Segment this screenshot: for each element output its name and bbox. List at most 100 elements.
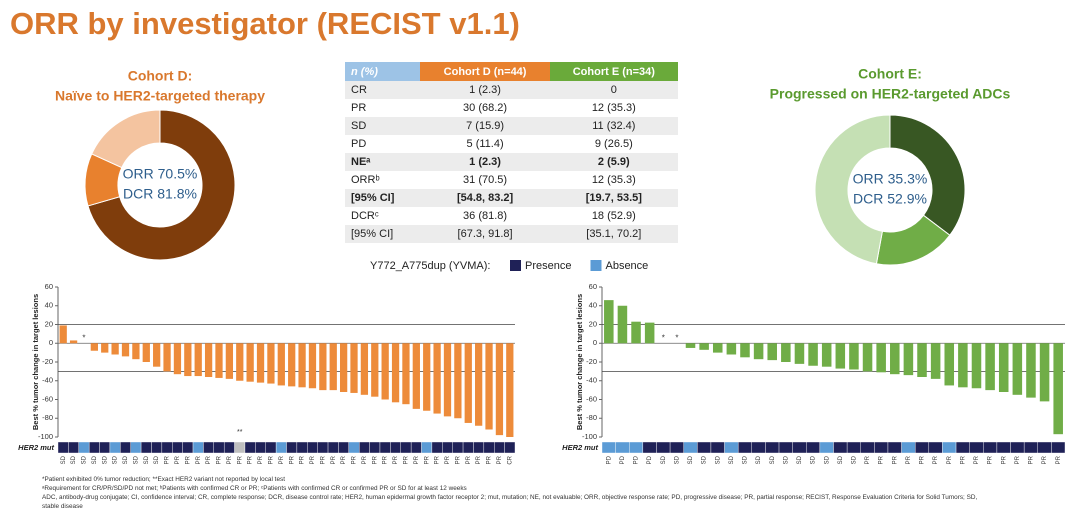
her2-cell bbox=[1023, 441, 1038, 454]
y-tick-label: -80 bbox=[42, 413, 53, 422]
bar bbox=[402, 343, 410, 405]
column-header: n (%) bbox=[345, 62, 421, 81]
bar bbox=[101, 343, 109, 353]
bar bbox=[329, 343, 337, 391]
bar bbox=[184, 343, 192, 377]
her2-cell bbox=[504, 441, 516, 454]
her2-cell bbox=[431, 441, 443, 454]
x-tick-label: SD bbox=[61, 455, 67, 464]
y-tick-label: -20 bbox=[42, 357, 53, 366]
her2-cell bbox=[846, 441, 861, 454]
row-label: HER2 mut bbox=[562, 443, 598, 452]
her2-cell bbox=[887, 441, 902, 454]
bar bbox=[246, 343, 254, 382]
bar bbox=[132, 343, 140, 360]
her2-cell bbox=[192, 441, 204, 454]
bar bbox=[454, 343, 462, 419]
her2-cell bbox=[494, 441, 505, 454]
x-tick-label: SD bbox=[743, 455, 749, 464]
table-row: ORRᵇ 31 (70.5) 12 (35.3) bbox=[345, 171, 678, 189]
table-cell: DCRᶜ bbox=[351, 210, 379, 222]
x-tick-label: PR bbox=[1042, 455, 1048, 464]
bar bbox=[617, 305, 628, 344]
table-row: PR 30 (68.2) 12 (35.3) bbox=[345, 99, 678, 117]
bar bbox=[998, 343, 1009, 392]
her2-cell bbox=[1051, 441, 1066, 454]
bar bbox=[194, 343, 202, 377]
table-row: CR 1 (2.3) 0 bbox=[345, 81, 678, 99]
bar bbox=[277, 343, 285, 386]
x-tick-label: SD bbox=[102, 455, 108, 464]
x-tick-label: PR bbox=[960, 455, 966, 464]
bar bbox=[59, 325, 67, 344]
bar bbox=[121, 343, 130, 357]
bar bbox=[958, 343, 968, 388]
legend-swatch bbox=[590, 260, 602, 271]
table-cell: 12 (35.3) bbox=[591, 102, 636, 114]
bar bbox=[876, 343, 886, 373]
bar bbox=[726, 343, 737, 355]
her2-cell bbox=[99, 441, 111, 454]
her2-cell bbox=[615, 441, 630, 454]
x-tick-label: PR bbox=[947, 455, 953, 464]
footnote: ADC, antibody-drug conjugate; CI, confid… bbox=[42, 494, 978, 501]
her2-cell bbox=[317, 441, 329, 454]
bar bbox=[204, 343, 213, 377]
bar bbox=[917, 343, 927, 377]
bar bbox=[767, 343, 777, 361]
bar bbox=[412, 343, 420, 409]
bar bbox=[173, 343, 182, 375]
bar bbox=[371, 343, 379, 397]
bar bbox=[944, 343, 955, 386]
table-cell: ORRᵇ bbox=[351, 174, 380, 186]
table-cell: 7 (15.9) bbox=[420, 117, 550, 135]
bar bbox=[1012, 343, 1023, 395]
bar bbox=[288, 343, 296, 387]
x-tick-label: SD bbox=[783, 455, 789, 464]
bar bbox=[685, 343, 696, 348]
her2-cell bbox=[203, 441, 214, 454]
her2-cell bbox=[213, 441, 225, 454]
bar bbox=[971, 343, 982, 389]
table-cell: CR bbox=[345, 81, 421, 99]
y-tick-label: 40 bbox=[589, 301, 597, 310]
x-tick-label: PR bbox=[331, 455, 337, 464]
donut-segment bbox=[814, 114, 891, 265]
her2-cell bbox=[452, 441, 464, 454]
bar bbox=[862, 343, 873, 372]
x-tick-label: PR bbox=[435, 455, 441, 464]
x-tick-label: SD bbox=[702, 455, 708, 464]
her2-cell bbox=[928, 441, 943, 454]
bar bbox=[794, 343, 805, 364]
footnote: ᵃRequirement for CR/PR/SD/PD not met; ᵇP… bbox=[42, 485, 467, 492]
her2-cell bbox=[244, 441, 256, 454]
her2-cell bbox=[792, 441, 807, 454]
her2-cell bbox=[656, 441, 671, 454]
table-cell: [19.7, 53.5] bbox=[549, 189, 678, 207]
x-tick-label: PR bbox=[268, 455, 274, 464]
footnotes: *Patient exhibited 0% tumor reduction; *… bbox=[42, 475, 1062, 511]
her2-cell bbox=[697, 441, 712, 454]
column-header: Cohort E (n=34) bbox=[549, 62, 678, 81]
x-tick-label: PR bbox=[1056, 455, 1062, 464]
x-tick-label: SD bbox=[674, 455, 680, 464]
x-tick-label: SD bbox=[715, 455, 721, 464]
bar bbox=[111, 343, 119, 355]
her2-cell bbox=[68, 441, 79, 454]
her2-cell bbox=[390, 441, 401, 454]
bar bbox=[808, 343, 818, 366]
x-tick-label: PR bbox=[414, 455, 420, 464]
her2-cell bbox=[421, 441, 433, 454]
her2-cell bbox=[1010, 441, 1025, 454]
her2-cell bbox=[410, 441, 422, 454]
table-cell: [54.8, 83.2] bbox=[420, 189, 550, 207]
x-tick-label: PR bbox=[196, 455, 202, 464]
her2-cell bbox=[483, 441, 495, 454]
x-tick-label: PR bbox=[487, 455, 493, 464]
y-tick-label: -60 bbox=[586, 394, 597, 403]
y-axis-label: Best % tumor change in target lesions bbox=[31, 294, 40, 430]
her2-cell bbox=[642, 441, 657, 454]
bar bbox=[360, 343, 369, 395]
x-tick-label: PR bbox=[865, 455, 871, 464]
